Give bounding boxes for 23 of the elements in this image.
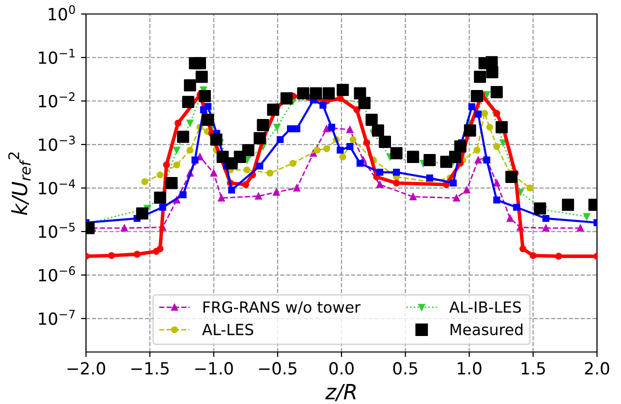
x-tick-label: 0.5 bbox=[393, 362, 418, 375]
y-tick-label: 10$^{−7}$ bbox=[38, 310, 75, 325]
x-tick-label: −1.5 bbox=[131, 362, 169, 375]
y-tick-label: 10$^{−2}$ bbox=[38, 92, 75, 108]
x-tick-label: 1.0 bbox=[458, 362, 482, 375]
legend-label: Measured bbox=[450, 323, 522, 336]
x-axis-title: z/R bbox=[325, 384, 356, 402]
x-tick-label: −2.0 bbox=[68, 362, 106, 375]
y-tick-label: 10$^{−5}$ bbox=[38, 222, 75, 238]
x-tick-label: 0.0 bbox=[329, 362, 354, 375]
y-tick-label: 10$^{−1}$ bbox=[38, 48, 75, 64]
y-tick-label: 10$^{−3}$ bbox=[38, 136, 75, 151]
y-tick-label: 10$^{−6}$ bbox=[38, 266, 75, 282]
x-tick-label: −1.0 bbox=[195, 362, 233, 375]
x-tick-label: 2.0 bbox=[584, 362, 610, 375]
legend-label: FRG-RANS w/o tower bbox=[203, 301, 361, 314]
legend-label: AL-IB-LES bbox=[449, 301, 521, 313]
x-tick-label: −0.5 bbox=[259, 362, 296, 375]
legend-label: AL-LES bbox=[202, 324, 254, 336]
x-tick-label: 1.5 bbox=[522, 362, 545, 375]
y-axis-title: k/U$_{ref}$$^{2}$ bbox=[8, 152, 31, 215]
y-tick-label: 10$^{−4}$ bbox=[38, 179, 76, 194]
y-tick-label: 10$^{0}$ bbox=[48, 5, 75, 20]
